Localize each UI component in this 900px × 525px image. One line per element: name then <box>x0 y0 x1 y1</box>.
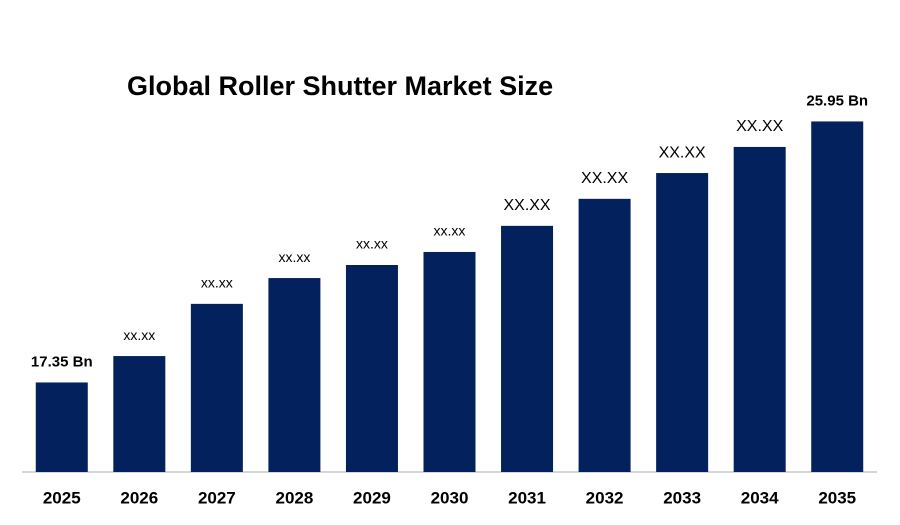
value-label: xx.xx <box>201 275 233 291</box>
bar <box>811 121 864 472</box>
x-tick-label: 2030 <box>431 488 469 507</box>
x-tick-label: 2025 <box>43 488 81 507</box>
bar <box>35 382 88 472</box>
x-tick-label: 2033 <box>663 488 701 507</box>
value-label: XX.XX <box>581 170 628 187</box>
bar <box>733 146 786 472</box>
x-tick-label: 2028 <box>275 488 313 507</box>
value-label: XX.XX <box>736 118 783 135</box>
value-label: XX.XX <box>503 197 550 214</box>
x-tick-label: 2035 <box>818 488 856 507</box>
x-tick-label: 2029 <box>353 488 391 507</box>
value-label: 17.35 Bn <box>31 353 93 370</box>
chart-title: Global Roller Shutter Market Size <box>127 71 553 101</box>
bar <box>268 278 321 472</box>
x-tick-label: 2027 <box>198 488 236 507</box>
bar <box>345 265 398 472</box>
x-tick-label: 2026 <box>120 488 158 507</box>
value-label: xx.xx <box>434 223 466 239</box>
x-tick-label: 2034 <box>741 488 779 507</box>
bar <box>190 303 243 472</box>
x-tick-label: 2032 <box>586 488 624 507</box>
x-tick-label: 2031 <box>508 488 546 507</box>
bar <box>423 251 476 472</box>
value-label: xx.xx <box>356 236 388 252</box>
value-label: 25.95 Bn <box>806 92 868 109</box>
value-label: XX.XX <box>659 144 706 161</box>
value-label: xx.xx <box>123 327 155 343</box>
bar <box>501 225 554 472</box>
bar <box>578 198 631 472</box>
bar <box>113 356 166 472</box>
bar <box>656 173 709 473</box>
value-label: xx.xx <box>278 249 310 265</box>
